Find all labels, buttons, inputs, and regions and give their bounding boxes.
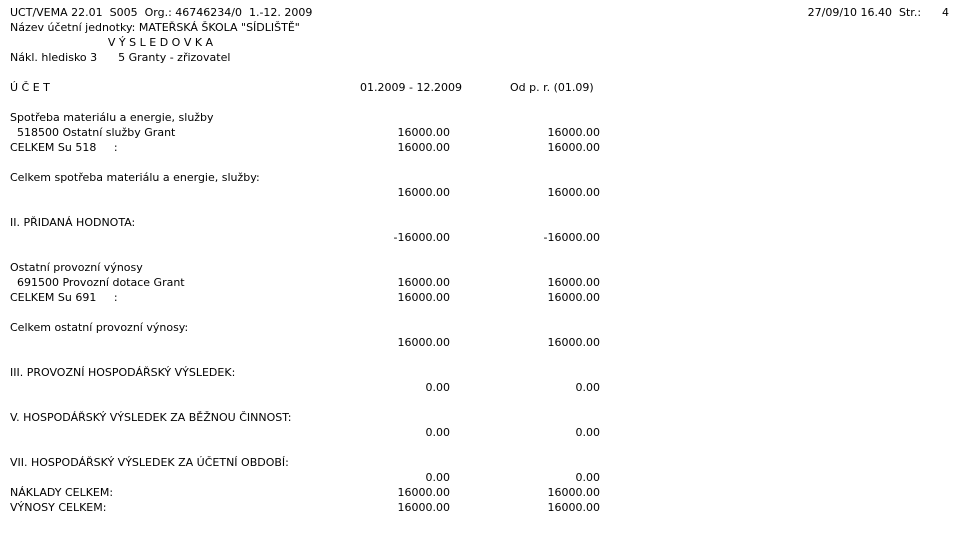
section6-row3-label: VÝNOSY CELKEM:: [10, 501, 106, 516]
section6-row2-label: NÁKLADY CELKEM:: [10, 486, 113, 501]
section6-title: VII. HOSPODÁŘSKÝ VÝSLEDEK ZA ÚČETNÍ OBDO…: [10, 456, 949, 471]
section6-row2: NÁKLADY CELKEM: 16000.00 16000.00: [10, 486, 949, 501]
section1-total-label-text: Celkem spotřeba materiálu a energie, slu…: [10, 171, 260, 186]
section3-total-values: 16000.00 16000.00: [10, 336, 949, 351]
section4-title-text: III. PROVOZNÍ HOSPODÁŘSKÝ VÝSLEDEK:: [10, 366, 235, 381]
section1-row1-label: 518500 Ostatní služby Grant: [10, 126, 175, 141]
section1-row1: 518500 Ostatní služby Grant 16000.00 160…: [10, 126, 949, 141]
section3-row2: CELKEM Su 691 : 16000.00 16000.00: [10, 291, 949, 306]
section1-title-text: Spotřeba materiálu a energie, služby: [10, 111, 214, 126]
account-header-label: Ú Č E T: [10, 81, 50, 96]
section6-v2: 0.00: [510, 471, 600, 486]
header-left: UCT/VEMA 22.01 S005 Org.: 46746234/0 1.-…: [10, 6, 312, 21]
section6-row1: 0.00 0.00: [10, 471, 949, 486]
section6-title-text: VII. HOSPODÁŘSKÝ VÝSLEDEK ZA ÚČETNÍ OBDO…: [10, 456, 289, 471]
section1-total-v2: 16000.00: [510, 186, 600, 201]
account-header-odpr: Od p. r. (01.09): [510, 81, 710, 96]
section6-row2-v1: 16000.00: [360, 486, 450, 501]
section3-row1-label: 691500 Provozní dotace Grant: [10, 276, 185, 291]
section6-row3: VÝNOSY CELKEM: 16000.00 16000.00: [10, 501, 949, 516]
section1-row2-v2: 16000.00: [510, 141, 600, 156]
section5-v1: 0.00: [360, 426, 450, 441]
section2-title: II. PŘIDANÁ HODNOTA:: [10, 216, 949, 231]
section1-total-label: Celkem spotřeba materiálu a energie, slu…: [10, 171, 949, 186]
account-header-row: Ú Č E T 01.2009 - 12.2009 Od p. r. (01.0…: [10, 81, 949, 96]
section3-row1-v2: 16000.00: [510, 276, 600, 291]
section3-total-v2: 16000.00: [510, 336, 600, 351]
section2-v1: -16000.00: [360, 231, 450, 246]
header-right: 27/09/10 16.40 Str.: 4: [808, 6, 949, 21]
section3-title: Ostatní provozní výnosy: [10, 261, 949, 276]
section3-total-v1: 16000.00: [360, 336, 450, 351]
section6-row3-v1: 16000.00: [360, 501, 450, 516]
section5-values: 0.00 0.00: [10, 426, 949, 441]
section3-row2-v2: 16000.00: [510, 291, 600, 306]
report-header-line2: Název účetní jednotky: MATEŘSKÁ ŠKOLA "S…: [10, 21, 949, 36]
section3-title-text: Ostatní provozní výnosy: [10, 261, 143, 276]
section5-title-text: V. HOSPODÁŘSKÝ VÝSLEDEK ZA BĚŽNOU ČINNOS…: [10, 411, 291, 426]
report-header-line4: Nákl. hledisko 3 5 Granty - zřizovatel: [10, 51, 949, 66]
section1-row2: CELKEM Su 518 : 16000.00 16000.00: [10, 141, 949, 156]
section5-v2: 0.00: [510, 426, 600, 441]
section1-row2-label: CELKEM Su 518 :: [10, 141, 118, 156]
section1-row1-v2: 16000.00: [510, 126, 600, 141]
section6-v1: 0.00: [360, 471, 450, 486]
section2-values: -16000.00 -16000.00: [10, 231, 949, 246]
section1-total-v1: 16000.00: [360, 186, 450, 201]
report-header-line3: V Ý S L E D O V K A: [10, 36, 949, 51]
section6-row3-v2: 16000.00: [510, 501, 600, 516]
section4-v2: 0.00: [510, 381, 600, 396]
section1-row2-v1: 16000.00: [360, 141, 450, 156]
section2-v2: -16000.00: [510, 231, 600, 246]
section4-title: III. PROVOZNÍ HOSPODÁŘSKÝ VÝSLEDEK:: [10, 366, 949, 381]
section1-total-values: 16000.00 16000.00: [10, 186, 949, 201]
section1-title: Spotřeba materiálu a energie, služby: [10, 111, 949, 126]
section3-row2-label: CELKEM Su 691 :: [10, 291, 118, 306]
section1-row1-v1: 16000.00: [360, 126, 450, 141]
section3-row1: 691500 Provozní dotace Grant 16000.00 16…: [10, 276, 949, 291]
section6-row2-v2: 16000.00: [510, 486, 600, 501]
report-header-line1: UCT/VEMA 22.01 S005 Org.: 46746234/0 1.-…: [10, 6, 949, 21]
account-header-period: 01.2009 - 12.2009: [360, 81, 520, 96]
section4-values: 0.00 0.00: [10, 381, 949, 396]
section3-row1-v1: 16000.00: [360, 276, 450, 291]
section4-v1: 0.00: [360, 381, 450, 396]
section3-row2-v1: 16000.00: [360, 291, 450, 306]
section3-total-label-text: Celkem ostatní provozní výnosy:: [10, 321, 188, 336]
section5-title: V. HOSPODÁŘSKÝ VÝSLEDEK ZA BĚŽNOU ČINNOS…: [10, 411, 949, 426]
section3-total-label: Celkem ostatní provozní výnosy:: [10, 321, 949, 336]
section2-title-text: II. PŘIDANÁ HODNOTA:: [10, 216, 135, 231]
